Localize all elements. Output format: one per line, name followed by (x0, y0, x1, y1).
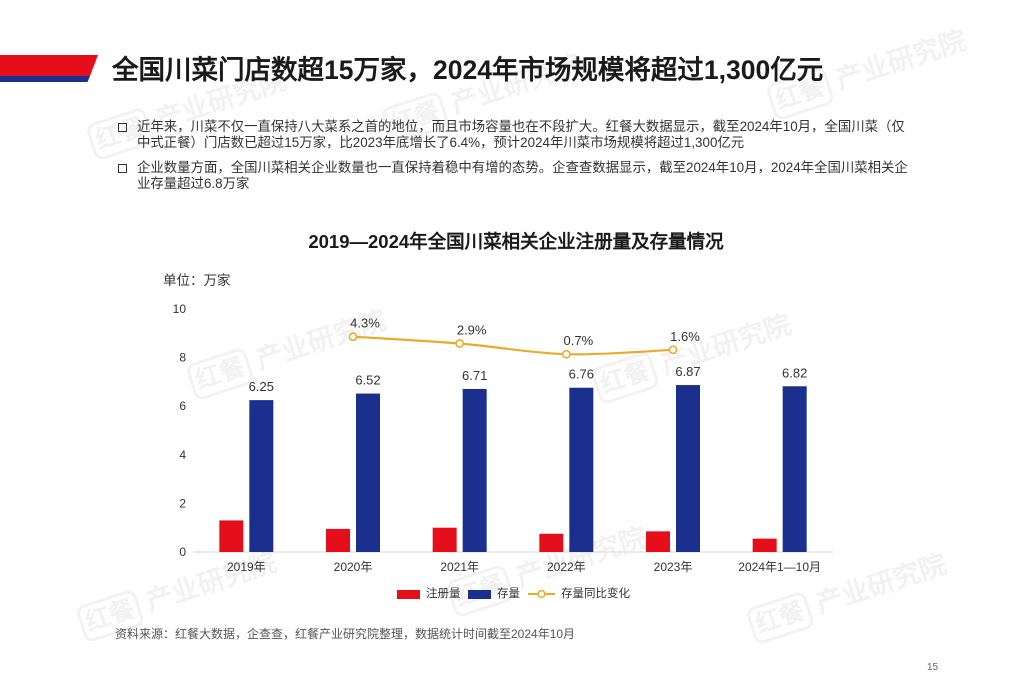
line-marker-stock-yoy (668, 345, 678, 355)
x-category-label: 2021年 (440, 560, 479, 574)
bar-stock (356, 393, 380, 552)
bar-value-label-stock: 6.71 (462, 368, 487, 383)
bar-stock (462, 388, 487, 552)
line-marker-stock-yoy (561, 349, 571, 359)
page-title: 全国川菜门店数超15万家，2024年市场规模将超过1,300亿元 (112, 55, 824, 85)
hollow-square-icon (118, 123, 127, 132)
bullet-text: 企业数量方面，全国川菜相关企业数量也一直保持着稳中有增的态势。企查查数据显示，截… (137, 160, 908, 191)
page-number: 15 (927, 662, 939, 673)
bar-value-label-stock: 6.76 (569, 367, 594, 382)
bar-registrations (326, 528, 350, 552)
legend-item-stock-yoy: 存量同比变化 (528, 587, 630, 601)
bullet-text: 近年来，川菜不仅一直保持八大菜系之首的地位，而且市场容量也在不段扩大。红餐大数据… (137, 119, 905, 150)
source-note: 资料来源：红餐大数据，企查查，红餐产业研究院整理，数据统计时间截至2024年10… (115, 627, 576, 641)
x-category-label: 2019年 (227, 560, 266, 574)
y-tick-label: 0 (179, 545, 186, 559)
accent-stripe-red (0, 55, 98, 76)
watermark-text: 产业研究院 (832, 24, 971, 97)
chart-title: 2019—2024年全国川菜相关企业注册量及存量情况 (308, 231, 724, 252)
accent-stripe-blue (0, 76, 90, 82)
legend-line-swatch (528, 589, 555, 599)
bar-value-label-stock: 6.87 (675, 364, 700, 379)
bar-registrations (539, 533, 564, 552)
bar-value-label-stock: 6.82 (782, 365, 807, 380)
line-marker-stock-yoy (348, 332, 358, 342)
bullet-item: 企业数量方面，全国川菜相关企业数量也一直保持着稳中有增的态势。企查查数据显示，截… (118, 160, 912, 192)
bullet-item: 近年来，川菜不仅一直保持八大菜系之首的地位，而且市场容量也在不段扩大。红餐大数据… (118, 119, 912, 151)
y-tick-label: 8 (179, 351, 186, 365)
x-category-label: 2020年 (334, 560, 373, 574)
bar-registrations (752, 538, 777, 552)
bar-value-label-stock: 6.52 (355, 373, 380, 388)
line-value-label-stock-yoy: 0.7% (564, 333, 594, 348)
line-value-label-stock-yoy: 4.3% (350, 316, 380, 331)
legend-label-registrations: 注册量 (426, 588, 461, 600)
x-category-label: 2022年 (547, 560, 586, 574)
legend-label-stock: 存量 (497, 588, 520, 600)
legend-swatch-stock (468, 589, 491, 599)
x-category-label: 2023年 (654, 560, 693, 574)
legend-marker-circle-icon (537, 589, 546, 599)
y-tick-label: 10 (173, 302, 187, 316)
hollow-square-icon (118, 164, 127, 173)
legend-item-stock: 存量 (468, 587, 520, 601)
y-tick-label: 4 (179, 448, 186, 462)
x-category-label: 2024年1—10月 (738, 560, 821, 574)
line-value-label-stock-yoy: 2.9% (457, 323, 487, 338)
line-value-label-stock-yoy: 1.6% (670, 329, 700, 344)
bar-registrations (646, 531, 670, 552)
legend-swatch-registrations (397, 589, 420, 599)
chart-unit-label: 单位：万家 (163, 273, 231, 288)
watermark-logo: 红餐 (744, 590, 816, 646)
bar-stock (676, 385, 700, 552)
header-accent-stripe (0, 55, 98, 82)
y-tick-label: 6 (179, 399, 186, 413)
line-marker-stock-yoy (455, 339, 465, 348)
bar-registrations (432, 527, 457, 552)
y-tick-label: 2 (179, 496, 186, 510)
chart-svg: 0 2 4 6 8 10 6.25 6.52 6.71 6.76 6.87 6.82 4.3% 2.9% 0… (173, 302, 833, 574)
bar-stock (249, 400, 274, 552)
bar-value-label-stock: 6.25 (249, 379, 274, 394)
legend-label-stock-yoy: 存量同比变化 (561, 588, 630, 600)
bullet-list: 近年来，川菜不仅一直保持八大菜系之首的地位，而且市场容量也在不段扩大。红餐大数据… (118, 119, 912, 201)
bar-registrations (219, 520, 244, 552)
line-stock-yoy (351, 335, 675, 356)
legend-item-registrations: 注册量 (397, 587, 461, 601)
bar-stock (569, 387, 594, 552)
bar-stock (782, 386, 807, 552)
